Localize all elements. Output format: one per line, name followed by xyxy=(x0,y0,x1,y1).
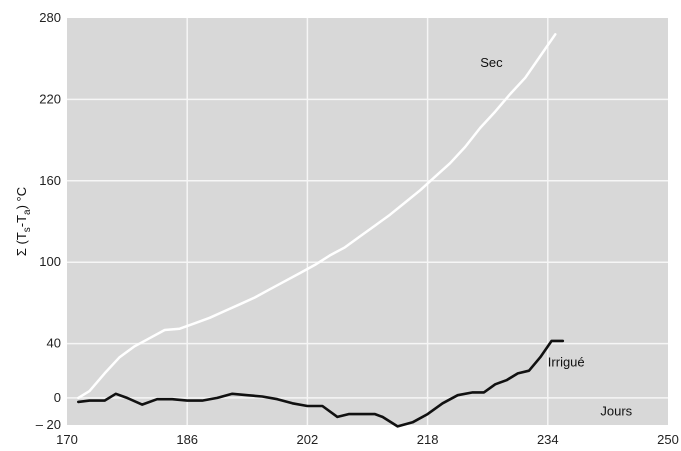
series-line-irrigu xyxy=(77,339,565,428)
x-tick-label: 202 xyxy=(297,432,319,447)
x-tick-label: 250 xyxy=(657,432,679,447)
y-tick-label: 220 xyxy=(39,91,61,106)
y-axis-label: Σ (Ts-Ta) °C xyxy=(14,187,33,256)
y-tick-label: 40 xyxy=(47,336,61,351)
y-axis-ticks: – 20 0 40 100 160 220 280 xyxy=(36,10,61,432)
grid-lines xyxy=(67,18,668,425)
y-tick-label: 160 xyxy=(39,173,61,188)
y-tick-label: – 20 xyxy=(36,417,61,432)
annotation-label: Irrigué xyxy=(548,355,585,370)
plot-background xyxy=(67,18,668,425)
x-tick-label: 170 xyxy=(56,432,78,447)
y-tick-label: 0 xyxy=(54,390,61,405)
x-tick-label: 218 xyxy=(417,432,439,447)
annotations: Sec Irrigué Jours xyxy=(480,55,632,419)
x-tick-label: 186 xyxy=(176,432,198,447)
x-tick-label: 234 xyxy=(537,432,559,447)
x-axis-ticks: 170 186 202 218 234 250 xyxy=(56,432,679,447)
series-lines xyxy=(77,33,565,428)
series-line-sec xyxy=(77,33,557,400)
y-tick-label: 100 xyxy=(39,254,61,269)
y-tick-label: 280 xyxy=(39,10,61,25)
annotation-label: Sec xyxy=(480,55,503,70)
annotation-label: Jours xyxy=(600,404,632,419)
